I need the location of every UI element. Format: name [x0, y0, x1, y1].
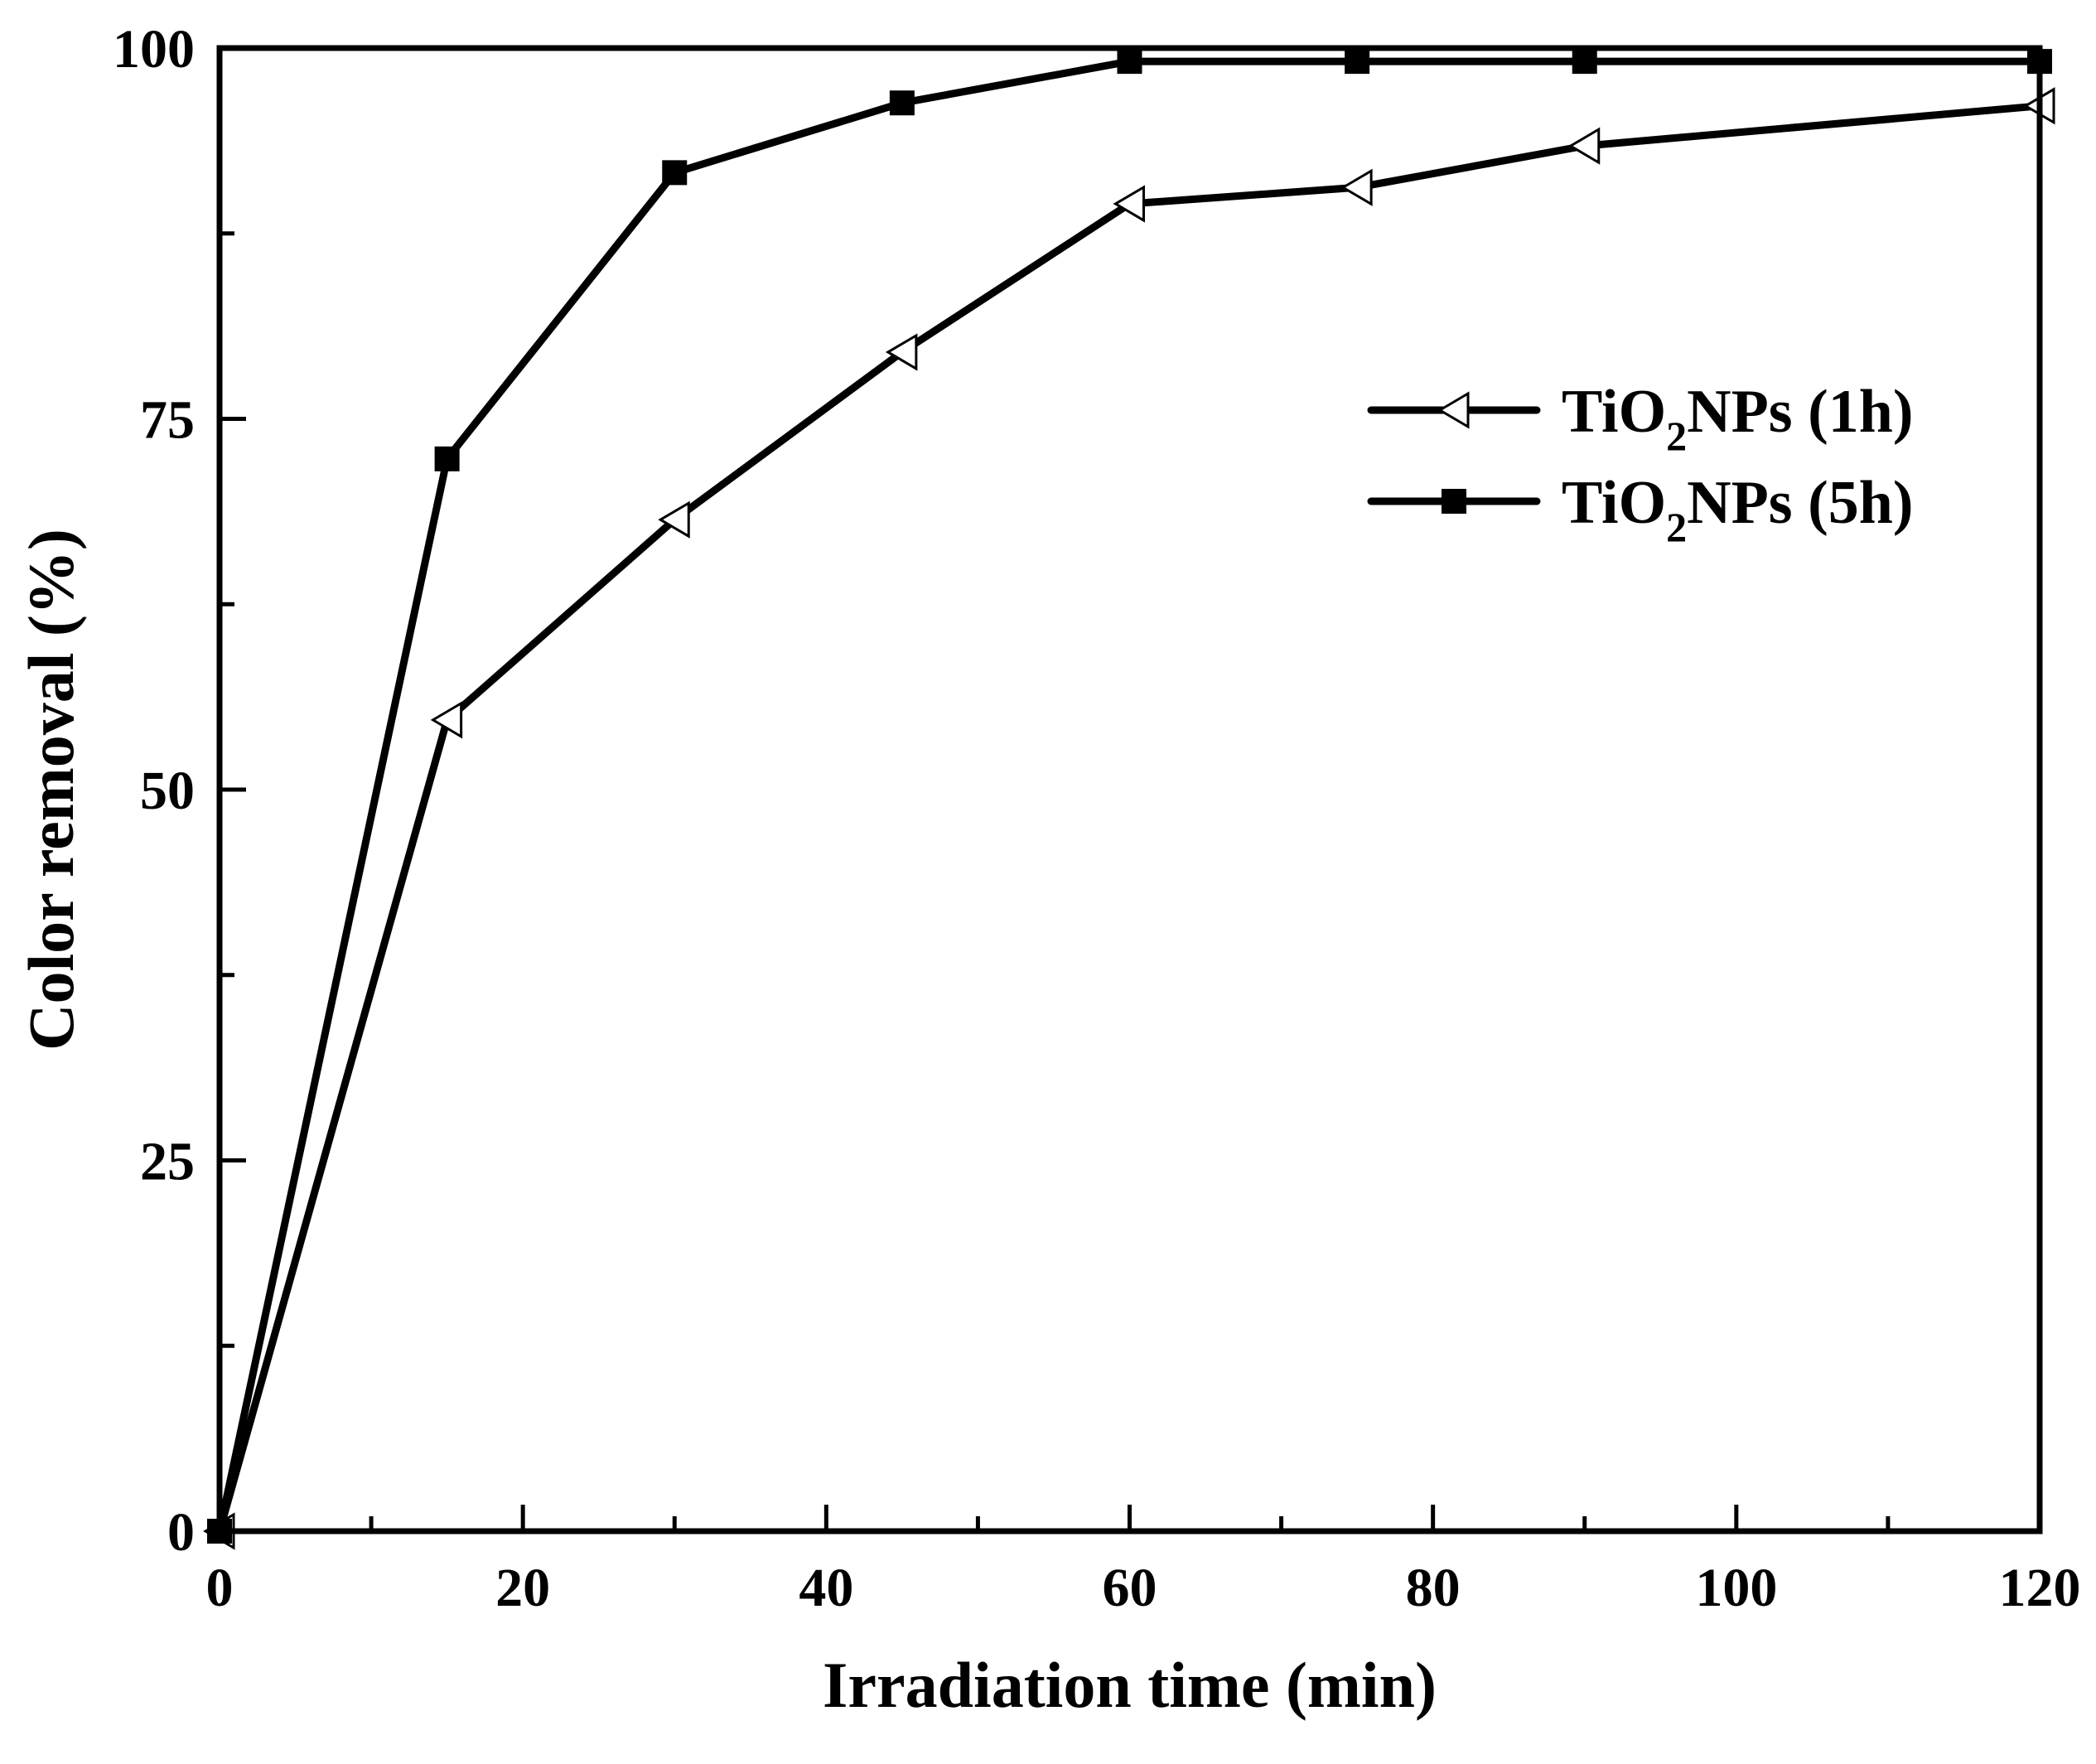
legend-label: TiO2NPs (5h) [1562, 469, 1914, 550]
data-point [1572, 49, 1597, 75]
series-layer [203, 49, 2055, 1550]
series-line [215, 57, 2044, 1535]
data-point [885, 333, 918, 371]
x-tick-label: 40 [799, 1558, 853, 1618]
plot-frame [216, 45, 2043, 1534]
data-point [1345, 49, 1370, 75]
y-tick-label: 50 [140, 761, 195, 821]
x-axis-ticks: 0 20 40 60 80 100 120 [206, 1505, 2081, 1618]
legend-label-subscript: 2 [1666, 504, 1687, 550]
data-point [1117, 49, 1142, 75]
data-point [889, 90, 915, 116]
legend-label-subscript: 2 [1666, 413, 1687, 459]
series-line [215, 102, 2044, 1535]
y-tick-label: 0 [167, 1502, 195, 1563]
legend-label-rest: NPs (1h) [1687, 378, 1913, 446]
series-1 [203, 87, 2055, 1550]
x-axis-title: Irradiation time (min) [823, 1649, 1437, 1721]
legend-marker [1437, 391, 1470, 429]
x-tick-label: 20 [495, 1558, 550, 1618]
y-axis-title: Color removal (%) [15, 529, 87, 1051]
legend-marker [1442, 489, 1466, 514]
x-tick-label: 100 [1695, 1558, 1777, 1618]
data-point [662, 160, 688, 186]
legend-label-rest: NPs (5h) [1687, 469, 1913, 537]
legend-label: TiO2NPs (1h) [1562, 378, 1914, 459]
legend-label-main: TiO [1562, 378, 1666, 446]
y-tick-label: 25 [140, 1132, 195, 1192]
legend-label-main: TiO [1562, 469, 1666, 537]
series-2 [207, 49, 2052, 1544]
legend-item: TiO2NPs (1h) [1367, 378, 1914, 459]
data-point [658, 500, 690, 539]
data-point [434, 446, 460, 471]
y-axis-ticks: 0 25 50 75 100 [113, 19, 246, 1563]
x-tick-label: 120 [1999, 1558, 2081, 1618]
legend: TiO2NPs (1h)TiO2NPs (5h) [1367, 378, 1914, 550]
y-tick-label: 75 [140, 390, 195, 451]
legend-item: TiO2NPs (5h) [1367, 469, 1914, 550]
x-tick-label: 60 [1103, 1558, 1157, 1618]
data-point [430, 701, 463, 739]
data-point [1113, 185, 1145, 223]
x-tick-label: 80 [1406, 1558, 1461, 1618]
data-point [1567, 127, 1601, 165]
y-tick-label: 100 [113, 19, 195, 80]
x-tick-label: 0 [206, 1558, 234, 1618]
data-point [1340, 168, 1373, 206]
